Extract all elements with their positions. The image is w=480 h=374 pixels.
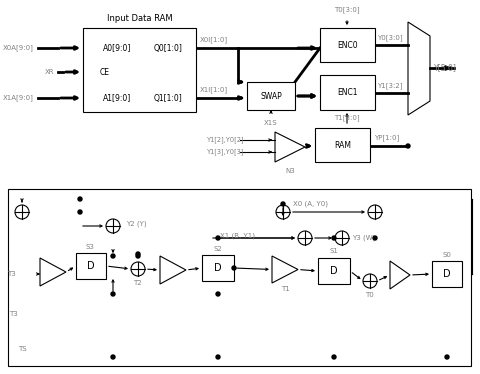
Text: Input Data RAM: Input Data RAM bbox=[107, 13, 173, 22]
Text: XR: XR bbox=[45, 69, 55, 75]
Circle shape bbox=[136, 254, 140, 258]
Text: T1[3:0]: T1[3:0] bbox=[334, 114, 360, 122]
Circle shape bbox=[232, 266, 236, 270]
Text: S2: S2 bbox=[214, 246, 222, 252]
Text: Y1[2],Y0[2]: Y1[2],Y0[2] bbox=[207, 137, 245, 143]
Text: X1 (B, Y1): X1 (B, Y1) bbox=[220, 233, 255, 239]
Bar bbox=[320, 75, 375, 110]
Text: S0: S0 bbox=[443, 252, 451, 258]
Text: ENC1: ENC1 bbox=[337, 88, 358, 97]
Text: X1I[1:0]: X1I[1:0] bbox=[200, 87, 228, 94]
Text: Y2 (Y): Y2 (Y) bbox=[126, 221, 146, 227]
Text: D: D bbox=[330, 266, 338, 276]
Circle shape bbox=[281, 202, 285, 206]
Circle shape bbox=[216, 355, 220, 359]
Text: T0[3:0]: T0[3:0] bbox=[334, 7, 360, 13]
Text: A0[9:0]: A0[9:0] bbox=[103, 43, 131, 52]
Text: Y1[3],Y0[3]: Y1[3],Y0[3] bbox=[207, 148, 244, 155]
Circle shape bbox=[445, 355, 449, 359]
Text: ENC0: ENC0 bbox=[337, 40, 358, 49]
Text: X1A[9:0]: X1A[9:0] bbox=[3, 95, 34, 101]
Text: X0A[9:0]: X0A[9:0] bbox=[3, 45, 34, 51]
Circle shape bbox=[78, 197, 82, 201]
Text: YP[1:0]: YP[1:0] bbox=[374, 135, 399, 141]
Circle shape bbox=[332, 236, 336, 240]
Text: T3: T3 bbox=[9, 311, 18, 317]
Circle shape bbox=[111, 355, 115, 359]
Text: X1S: X1S bbox=[264, 120, 278, 126]
Text: Y[5:0]: Y[5:0] bbox=[434, 64, 457, 73]
Text: T3: T3 bbox=[7, 271, 16, 277]
Circle shape bbox=[216, 236, 220, 240]
Circle shape bbox=[332, 355, 336, 359]
Circle shape bbox=[136, 252, 140, 256]
Text: Q1[1:0]: Q1[1:0] bbox=[154, 94, 182, 102]
Text: S3: S3 bbox=[85, 244, 95, 250]
Text: N3: N3 bbox=[285, 168, 295, 174]
Text: TS: TS bbox=[18, 346, 26, 352]
Text: T1: T1 bbox=[281, 286, 289, 292]
Text: Y3 (W): Y3 (W) bbox=[352, 235, 375, 241]
Circle shape bbox=[216, 292, 220, 296]
Text: D: D bbox=[214, 263, 222, 273]
Bar bbox=[247, 82, 295, 110]
Text: X0I[1:0]: X0I[1:0] bbox=[200, 37, 228, 43]
Circle shape bbox=[111, 292, 115, 296]
Text: Y0[3:0]: Y0[3:0] bbox=[377, 35, 403, 42]
Text: Y1[3:2]: Y1[3:2] bbox=[377, 83, 403, 89]
Bar bbox=[202, 255, 234, 281]
Text: S1: S1 bbox=[330, 248, 338, 254]
Text: A1[9:0]: A1[9:0] bbox=[103, 94, 131, 102]
Bar bbox=[320, 28, 375, 62]
Bar bbox=[432, 261, 462, 287]
Text: Q0[1:0]: Q0[1:0] bbox=[154, 43, 182, 52]
Text: T2: T2 bbox=[132, 280, 141, 286]
Text: T0: T0 bbox=[365, 292, 373, 298]
Circle shape bbox=[111, 254, 115, 258]
Text: X0 (A, Y0): X0 (A, Y0) bbox=[293, 201, 328, 207]
Circle shape bbox=[78, 210, 82, 214]
Bar bbox=[318, 258, 350, 284]
Bar bbox=[76, 253, 106, 279]
Bar bbox=[83, 28, 196, 112]
Text: RAM: RAM bbox=[334, 141, 351, 150]
Text: SWAP: SWAP bbox=[260, 92, 282, 101]
Circle shape bbox=[406, 144, 410, 148]
Text: D: D bbox=[87, 261, 95, 271]
Text: CE: CE bbox=[100, 67, 110, 77]
Text: D: D bbox=[443, 269, 451, 279]
Bar bbox=[8, 189, 471, 366]
Bar bbox=[315, 128, 370, 162]
Circle shape bbox=[373, 236, 377, 240]
